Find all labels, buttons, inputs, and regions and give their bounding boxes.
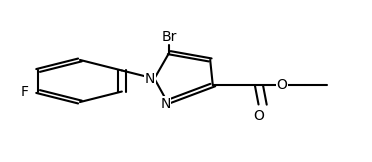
Text: N: N: [145, 72, 155, 86]
Text: F: F: [21, 85, 29, 98]
Text: O: O: [253, 109, 264, 122]
Text: Br: Br: [161, 30, 177, 44]
Text: N: N: [160, 97, 171, 111]
Text: O: O: [276, 78, 288, 92]
